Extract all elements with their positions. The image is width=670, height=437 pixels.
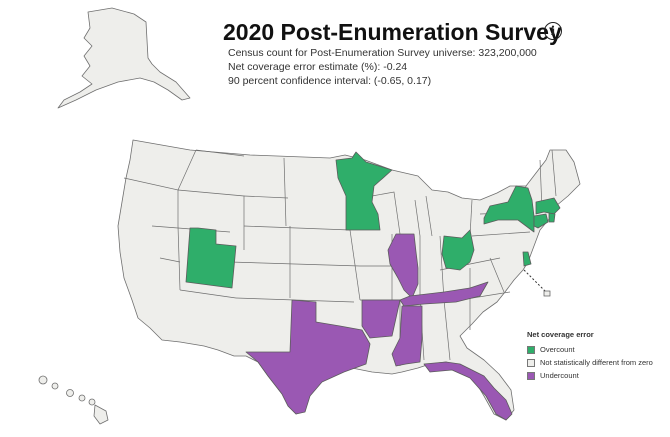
state-florida[interactable] [423,361,513,421]
net-coverage-estimate: Net coverage error estimate (%): -0.24 [228,61,408,73]
legend: Net coverage error Overcount Not statist… [527,330,653,382]
undercount-swatch [527,371,535,380]
state-ohio[interactable] [441,229,475,271]
dc-callout [523,269,551,297]
legend-item-not-significant[interactable]: Not statistically different from zero [527,356,653,369]
legend-item-overcount[interactable]: Overcount [527,343,653,356]
overcount-swatch [527,345,535,354]
state-utah[interactable] [185,227,237,289]
universe-count: Census count for Post-Enumeration Survey… [228,47,537,59]
state-mississippi[interactable] [391,305,423,367]
info-icon[interactable]: i [544,22,562,40]
not-significant-swatch [527,358,535,367]
page-title: 2020 Post-Enumeration Survey [223,19,562,45]
undercount-states [245,233,513,421]
legend-label-not-significant: Not statistically different from zero [540,358,653,367]
state-connecticut[interactable] [533,213,549,229]
state-delaware[interactable] [522,251,532,267]
legend-item-undercount[interactable]: Undercount [527,369,653,382]
dc-marker[interactable] [543,290,551,297]
legend-title: Net coverage error [527,330,594,339]
legend-label-overcount: Overcount [540,345,575,354]
state-texas[interactable] [245,299,371,415]
state-alaska[interactable] [57,7,191,109]
legend-label-undercount: Undercount [540,371,579,380]
continental-us [117,139,581,421]
state-tennessee[interactable] [399,281,489,307]
state-rhode-island[interactable] [548,212,556,223]
state-minnesota[interactable] [335,151,393,231]
state-hawaii[interactable] [38,375,109,425]
map-land [38,7,581,425]
confidence-interval: 90 percent confidence interval: (-0.65, … [228,75,432,87]
overcount-states [185,151,561,289]
